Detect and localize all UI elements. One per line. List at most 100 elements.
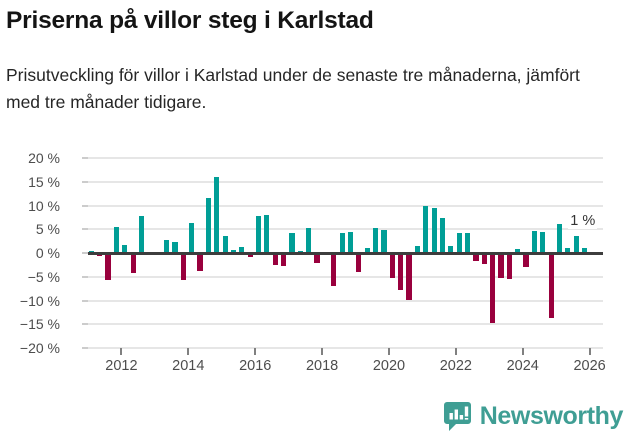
bar[interactable] xyxy=(130,253,136,274)
bar[interactable] xyxy=(347,231,354,253)
bar[interactable] xyxy=(364,247,370,253)
bar[interactable] xyxy=(281,253,287,266)
bar[interactable] xyxy=(138,215,145,253)
bar-chart: 20 % 15 % 10 % 5 % 0 % −5 % −10 % −15 % −20 % 20… xyxy=(0,140,631,400)
bar[interactable] xyxy=(573,236,579,253)
bar[interactable] xyxy=(531,231,538,253)
bar[interactable] xyxy=(314,253,320,264)
bar[interactable] xyxy=(239,246,245,253)
bar[interactable] xyxy=(439,218,446,253)
bar[interactable] xyxy=(548,253,554,318)
y-axis-tick-mark xyxy=(82,275,88,278)
bar[interactable] xyxy=(515,249,521,253)
page-subtitle: Prisutveckling för villor i Karlstad und… xyxy=(6,65,580,112)
bar[interactable] xyxy=(306,227,312,253)
x-axis-tick-mark xyxy=(120,348,123,355)
y-axis-tick-mark xyxy=(82,228,88,231)
y-axis-tick-label: 10 % xyxy=(28,197,60,214)
y-axis-tick-mark xyxy=(82,323,88,326)
bar[interactable] xyxy=(448,246,454,253)
bar[interactable] xyxy=(289,232,295,253)
bar[interactable] xyxy=(456,232,462,253)
x-axis-tick-mark xyxy=(387,348,390,355)
bar[interactable] xyxy=(464,233,471,253)
bar[interactable] xyxy=(331,253,337,286)
value-annotation: 1 % xyxy=(568,213,598,230)
x-axis-tick-label: 2022 xyxy=(439,358,472,374)
gridline xyxy=(88,157,603,159)
x-axis-tick-mark xyxy=(321,348,324,355)
bar[interactable] xyxy=(398,253,404,291)
bar[interactable] xyxy=(389,253,395,278)
x-axis-tick-label: 2026 xyxy=(573,358,606,374)
x-axis-tick-mark xyxy=(454,348,457,355)
bar[interactable] xyxy=(506,253,512,279)
bar[interactable] xyxy=(264,215,270,253)
bar[interactable] xyxy=(381,229,387,253)
x-axis-tick-label: 2012 xyxy=(105,358,138,374)
gridline xyxy=(88,299,603,302)
y-axis-tick-label: 20 % xyxy=(28,150,60,166)
x-axis-tick-mark xyxy=(254,348,257,355)
bar[interactable] xyxy=(205,198,211,253)
y-axis-tick-mark xyxy=(82,252,88,254)
y-axis-tick-label: 5 % xyxy=(35,221,60,238)
gridline xyxy=(88,323,603,326)
bar[interactable] xyxy=(490,253,496,323)
bar[interactable] xyxy=(356,253,362,272)
bar[interactable] xyxy=(523,253,529,268)
gridline xyxy=(88,347,603,349)
y-axis-tick-label: −10 % xyxy=(19,292,60,309)
bar[interactable] xyxy=(197,253,203,272)
y-axis-tick-label: −5 % xyxy=(27,268,60,285)
x-axis-tick-label: 2014 xyxy=(172,358,205,374)
x-axis-tick-label: 2018 xyxy=(305,358,339,374)
x-axis: 2012 2014 2016 2018 2020 2022 2024 2026 xyxy=(88,348,606,392)
bar[interactable] xyxy=(414,245,420,253)
bar[interactable] xyxy=(163,239,170,253)
x-axis-tick-mark xyxy=(588,348,591,355)
bar[interactable] xyxy=(172,242,178,253)
y-axis-tick-label: −15 % xyxy=(19,316,60,333)
bar[interactable] xyxy=(565,248,571,253)
bar[interactable] xyxy=(255,215,262,253)
y-axis-tick-label: 15 % xyxy=(28,173,60,190)
bar[interactable] xyxy=(556,223,563,253)
bar[interactable] xyxy=(113,226,119,253)
y-axis-tick-mark xyxy=(82,157,88,159)
bar[interactable] xyxy=(122,245,128,253)
bar-chart-speech-bubble-icon xyxy=(443,401,471,431)
x-axis-tick-mark xyxy=(187,348,190,355)
bar[interactable] xyxy=(222,236,228,253)
bar[interactable] xyxy=(473,253,479,261)
gridline xyxy=(88,204,603,207)
bar[interactable] xyxy=(180,253,186,281)
x-axis-tick-mark xyxy=(521,348,524,355)
bar[interactable] xyxy=(372,227,379,253)
bar[interactable] xyxy=(582,248,588,253)
bar[interactable] xyxy=(423,206,429,253)
page-title: Priserna på villor steg i Karlstad xyxy=(6,7,374,34)
bar[interactable] xyxy=(189,223,195,253)
bar[interactable] xyxy=(272,253,278,265)
bar[interactable] xyxy=(247,253,253,258)
bar[interactable] xyxy=(498,253,504,278)
y-axis-tick-label: 0 % xyxy=(35,245,60,261)
bar[interactable] xyxy=(540,231,546,253)
bar[interactable] xyxy=(214,176,220,253)
y-axis-tick-mark xyxy=(82,204,88,207)
gridline xyxy=(88,228,603,231)
x-axis-tick-label: 2024 xyxy=(506,358,539,374)
bar[interactable] xyxy=(339,232,345,253)
y-axis-tick-mark xyxy=(82,180,88,183)
bar[interactable] xyxy=(406,253,412,301)
y-axis-tick-mark xyxy=(82,347,88,349)
bar[interactable] xyxy=(230,249,237,253)
plot-area: 20 % 15 % 10 % 5 % 0 % −5 % −10 % −15 % −20 % xyxy=(20,150,603,356)
y-axis-tick-label: −20 % xyxy=(19,340,60,356)
zero-line xyxy=(88,252,603,255)
bar[interactable] xyxy=(481,253,487,264)
bar[interactable] xyxy=(105,253,111,280)
gridline xyxy=(88,275,603,278)
bar[interactable] xyxy=(431,207,437,253)
